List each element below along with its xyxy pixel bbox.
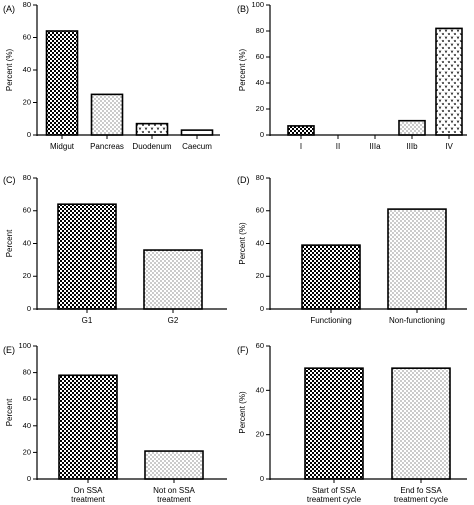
bar (387, 208, 447, 310)
y-tick-label: 40 (23, 238, 31, 247)
bar (435, 27, 463, 136)
y-axis-title: Percent (%) (238, 222, 247, 265)
x-tick-label: II (336, 142, 340, 151)
y-tick-label: 100 (18, 341, 31, 350)
y-tick-label: 60 (23, 394, 31, 403)
y-tick-label: 80 (23, 368, 31, 377)
y-axis-title: Percent (5, 398, 14, 426)
bar (398, 119, 426, 136)
y-tick-label: 60 (23, 206, 31, 215)
x-tick-label: Not on SSA treatment (153, 486, 195, 504)
x-tick-label: IV (445, 142, 453, 151)
bar (135, 122, 169, 136)
x-tick-label: IIIb (406, 142, 418, 151)
chart-panel-6: (F) Percent (%) 0 20 40 60 Start of SSA treatme… (237, 341, 467, 504)
bar (57, 203, 117, 310)
bar (287, 125, 315, 136)
bar (301, 244, 361, 310)
y-axis-title: Percent (%) (238, 49, 247, 92)
x-tick-label: Non-functioning (389, 316, 445, 325)
y-axis-title: Percent (%) (5, 49, 14, 92)
x-tick-label: Functioning (310, 316, 351, 325)
y-tick-label: 20 (256, 271, 264, 280)
y-tick-label: 0 (27, 474, 31, 483)
x-tick-label: Start of SSA treatment cycle (307, 486, 362, 504)
y-tick-label: 20 (23, 271, 31, 280)
y-tick-label: 80 (256, 26, 264, 35)
chart-panel-4: (D) Percent (%) 0 20 40 60 80 Functioning Non-fu… (237, 173, 467, 325)
y-tick-label: 40 (23, 65, 31, 74)
y-tick-label: 80 (256, 173, 264, 182)
chart-panel-1: (A) Percent (%) 0 20 40 60 80 Midgut Pancreas Duo… (3, 0, 220, 151)
y-tick-label: 20 (256, 104, 264, 113)
chart-panel-3: (C) Percent 0 20 40 60 80 G1 G2 (3, 173, 227, 325)
x-tick-label: Duodenum (132, 142, 171, 151)
y-tick-label: 80 (23, 0, 31, 9)
y-tick-label: 0 (260, 474, 264, 483)
bar (144, 450, 204, 480)
y-tick-label: 60 (256, 341, 264, 350)
bar (180, 129, 214, 136)
y-tick-label: 60 (23, 32, 31, 41)
panel-label: (C) (3, 175, 16, 185)
y-tick-label: 80 (23, 173, 31, 182)
bar (90, 93, 124, 136)
y-axis-title: Percent (%) (238, 391, 247, 434)
y-tick-label: 40 (23, 421, 31, 430)
y-tick-label: 40 (256, 238, 264, 247)
panel-label: (D) (237, 175, 250, 185)
panel-label: (F) (237, 345, 249, 355)
panel-label: (A) (3, 4, 15, 14)
bar (391, 367, 451, 480)
x-tick-label: Pancreas (90, 142, 124, 151)
panel-label: (B) (237, 4, 249, 14)
x-tick-label: I (300, 142, 302, 151)
bar (304, 367, 364, 480)
x-tick-label: IIIa (369, 142, 381, 151)
y-tick-label: 20 (23, 447, 31, 456)
bar (45, 30, 79, 136)
x-tick-label: On SSA treatment (71, 486, 106, 504)
x-tick-label: Midgut (50, 142, 75, 151)
y-tick-label: 0 (27, 304, 31, 313)
x-tick-label: G2 (168, 316, 179, 325)
bar (143, 249, 203, 310)
y-tick-label: 40 (256, 78, 264, 87)
y-tick-label: 0 (260, 304, 264, 313)
x-tick-label: G1 (82, 316, 93, 325)
chart-panel-5: (E) Percent 0 20 40 60 80 100 On SSA treatment Not… (3, 341, 227, 504)
bar (58, 374, 118, 480)
x-tick-label: End fo SSA treatment cycle (394, 486, 449, 504)
y-tick-label: 60 (256, 52, 264, 61)
x-tick-label: Caecum (182, 142, 212, 151)
y-tick-label: 20 (23, 97, 31, 106)
y-axis-title: Percent (5, 229, 14, 257)
y-tick-label: 0 (260, 130, 264, 139)
y-tick-label: 100 (251, 0, 264, 9)
y-tick-label: 60 (256, 206, 264, 215)
y-tick-label: 20 (256, 430, 264, 439)
y-tick-label: 40 (256, 385, 264, 394)
y-tick-label: 0 (27, 130, 31, 139)
panel-label: (E) (3, 345, 15, 355)
